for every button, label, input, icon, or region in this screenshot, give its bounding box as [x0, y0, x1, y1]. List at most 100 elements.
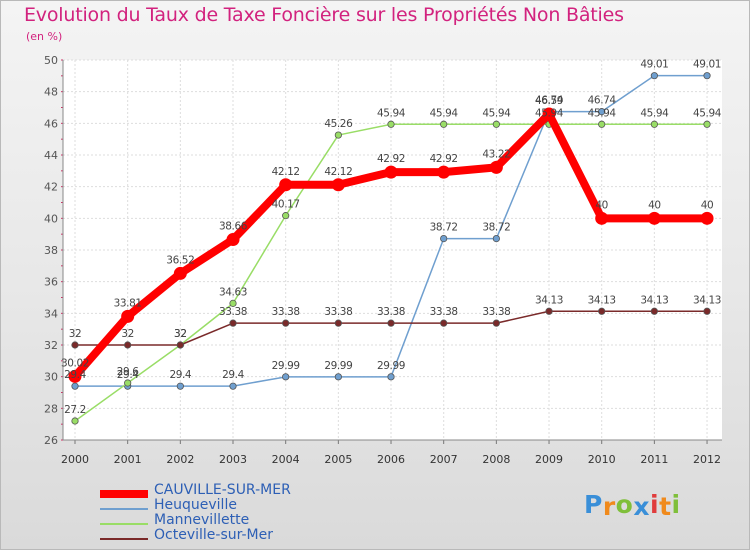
data-point — [229, 382, 237, 390]
data-point — [124, 379, 132, 387]
data-label: 42.12 — [324, 166, 352, 178]
data-point — [68, 369, 82, 383]
y-tick-label: 46 — [44, 117, 58, 130]
data-label: 46.59 — [535, 95, 563, 107]
y-tick-label: 42 — [44, 181, 58, 194]
data-label: 33.38 — [377, 306, 405, 318]
data-point — [703, 307, 711, 315]
data-point — [334, 319, 342, 327]
x-tick-label: 2004 — [272, 453, 300, 466]
data-label: 42.92 — [377, 153, 405, 165]
data-label: 33.38 — [430, 306, 458, 318]
data-label: 34.63 — [219, 286, 247, 298]
data-label: 34.13 — [693, 294, 721, 306]
data-label: 45.94 — [482, 107, 511, 119]
data-point — [384, 165, 398, 179]
data-label: 32 — [69, 328, 82, 340]
data-label: 46.74 — [588, 95, 617, 107]
x-tick-label: 2006 — [377, 453, 405, 466]
data-label: 40.17 — [272, 199, 300, 211]
data-point — [334, 131, 342, 139]
data-point — [542, 107, 556, 121]
data-label: 45.94 — [430, 107, 459, 119]
data-label: 46.74 — [535, 95, 564, 107]
y-tick-label: 26 — [44, 434, 58, 447]
data-label: 33.38 — [219, 306, 247, 318]
legend-label: Mannevillette — [154, 512, 250, 528]
data-label: 29.6 — [117, 366, 139, 378]
logo-letter: P — [584, 490, 603, 519]
logo-letter: t — [659, 492, 672, 521]
data-point — [440, 319, 448, 327]
data-point — [229, 299, 237, 307]
data-point — [282, 212, 290, 220]
legend-swatch — [100, 538, 148, 540]
data-label: 49.01 — [640, 59, 668, 71]
y-tick-label: 38 — [44, 244, 58, 257]
data-point — [282, 373, 290, 381]
data-point — [492, 120, 500, 128]
x-tick-label: 2005 — [324, 453, 352, 466]
data-label: 29.99 — [272, 360, 300, 372]
legend-label: Heuqueville — [154, 497, 237, 513]
data-label: 32 — [174, 328, 187, 340]
data-point — [387, 373, 395, 381]
data-label: 45.94 — [640, 107, 669, 119]
data-label: 34.13 — [588, 294, 616, 306]
data-label: 29.99 — [324, 360, 352, 372]
data-point — [598, 108, 606, 116]
data-point — [121, 309, 135, 323]
data-point — [71, 341, 79, 349]
data-point — [595, 211, 609, 225]
data-point — [176, 341, 184, 349]
data-point — [647, 211, 661, 225]
y-tick-label: 36 — [44, 276, 58, 289]
data-point — [489, 160, 503, 174]
data-point — [440, 235, 448, 243]
data-point — [282, 319, 290, 327]
y-tick-label: 40 — [44, 212, 58, 225]
data-label: 43.22 — [482, 148, 510, 160]
x-tick-label: 2010 — [588, 453, 616, 466]
data-point — [229, 319, 237, 327]
data-point — [334, 373, 342, 381]
data-point — [71, 417, 79, 425]
data-point — [71, 382, 79, 390]
x-tick-label: 2009 — [535, 453, 563, 466]
data-label: 27.2 — [64, 404, 86, 416]
x-tick-label: 2011 — [640, 453, 668, 466]
logo-letter: x — [633, 492, 650, 521]
data-label: 29.4 — [64, 369, 86, 381]
data-point — [173, 266, 187, 280]
y-tick-label: 32 — [44, 339, 58, 352]
data-point — [440, 120, 448, 128]
data-point — [700, 211, 714, 225]
data-label: 30.02 — [61, 357, 89, 369]
data-label: 45.94 — [588, 107, 617, 119]
x-tick-label: 2007 — [430, 453, 458, 466]
data-point — [650, 72, 658, 80]
logo-letter: i — [650, 490, 660, 519]
data-point — [545, 307, 553, 315]
legend-label: Octeville-sur-Mer — [154, 527, 273, 543]
data-label: 38.72 — [482, 222, 510, 234]
data-label: 33.38 — [482, 306, 510, 318]
data-point — [598, 307, 606, 315]
data-point — [387, 120, 395, 128]
y-tick-label: 30 — [44, 371, 58, 384]
data-label: 45.94 — [693, 107, 722, 119]
data-label: 34.13 — [640, 294, 668, 306]
legend-label: CAUVILLE-SUR-MER — [154, 482, 291, 498]
data-label: 34.13 — [535, 294, 563, 306]
data-point — [598, 120, 606, 128]
data-label: 42.92 — [430, 153, 458, 165]
x-tick-label: 2000 — [61, 453, 89, 466]
data-label: 29.99 — [377, 360, 405, 372]
chart-title: Evolution du Taux de Taxe Foncière sur l… — [24, 4, 624, 26]
x-tick-label: 2012 — [693, 453, 721, 466]
data-label: 29.4 — [222, 369, 244, 381]
data-point — [279, 178, 293, 192]
data-point — [650, 120, 658, 128]
proxiti-logo: Proxiti — [584, 490, 681, 521]
data-label: 45.26 — [324, 118, 353, 130]
